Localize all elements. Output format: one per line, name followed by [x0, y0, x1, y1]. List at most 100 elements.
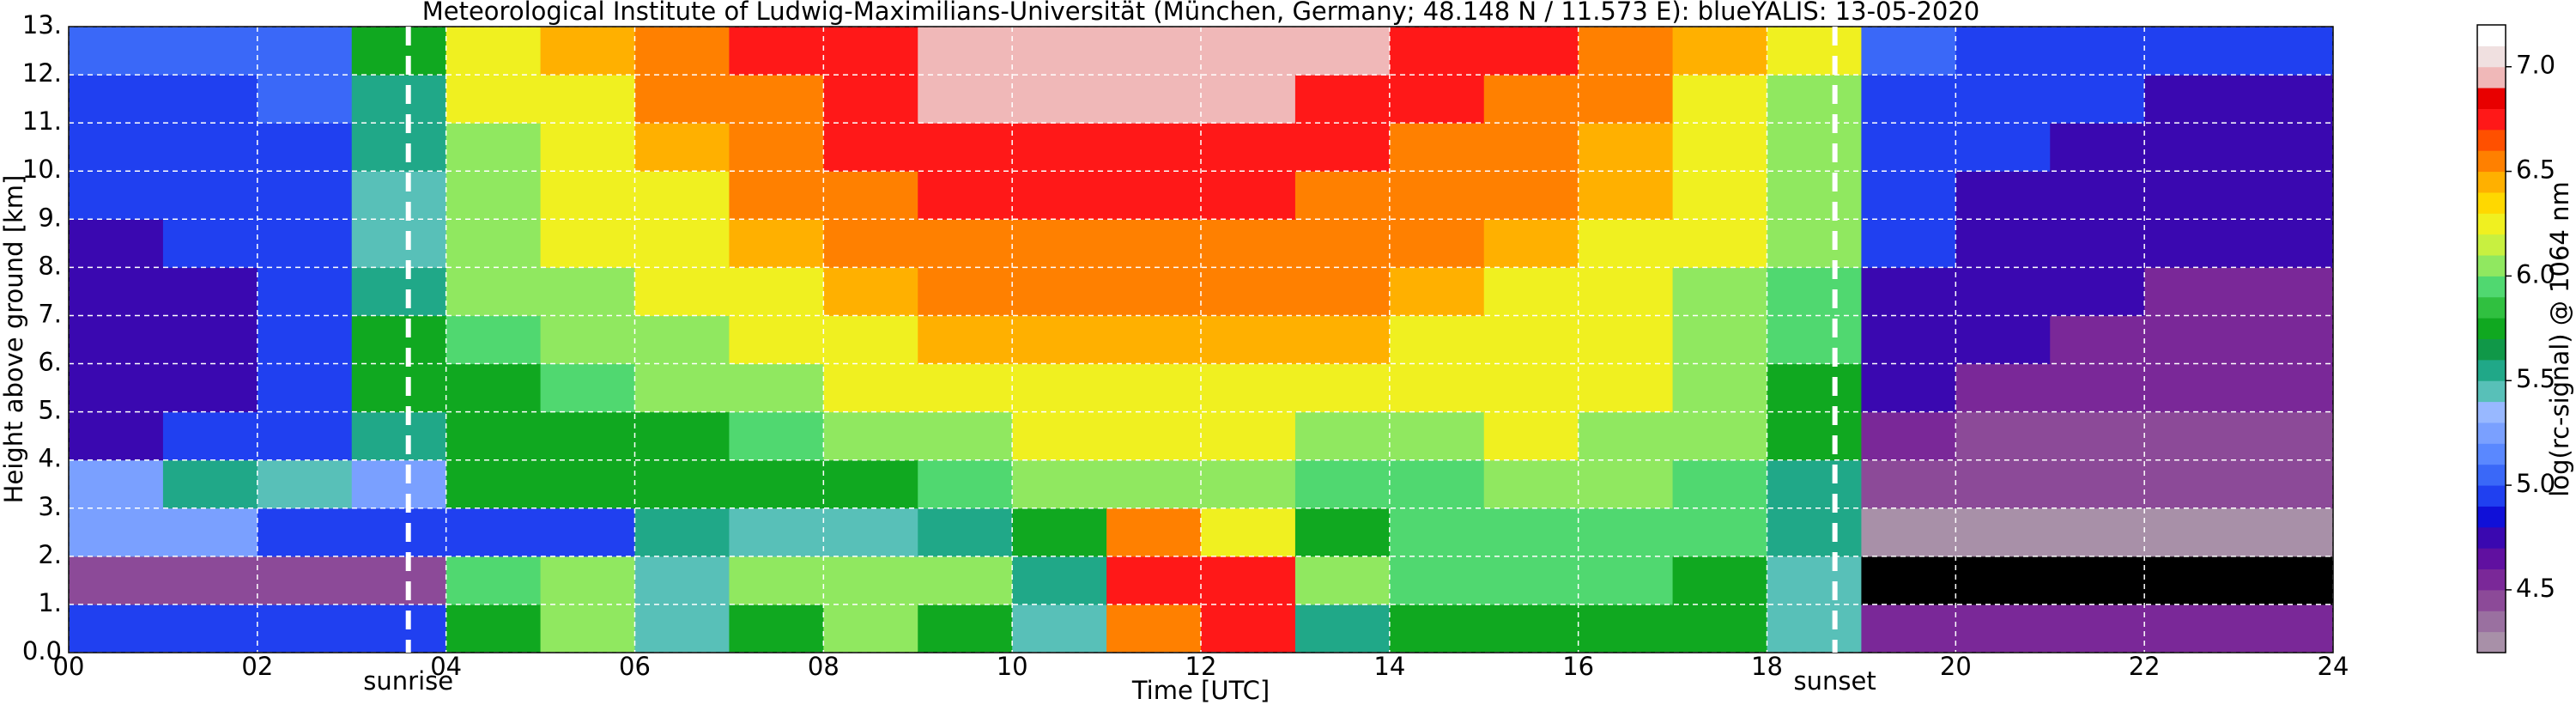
- heatmap-cell: [351, 556, 447, 605]
- heatmap-cell: [1578, 267, 1674, 316]
- heatmap-cell: [1389, 27, 1485, 76]
- heatmap-cell: [1012, 556, 1107, 605]
- heatmap-cell: [1012, 315, 1107, 365]
- x-axis-label: Time [UTC]: [1131, 676, 1270, 705]
- heatmap-cell: [729, 604, 824, 653]
- heatmap-cell: [1106, 315, 1202, 365]
- heatmap-cell: [1201, 75, 1296, 124]
- heatmap-cell: [445, 411, 542, 461]
- heatmap-cell: [1578, 219, 1674, 268]
- colorbar-frame: [2476, 24, 2506, 653]
- heatmap-cell: [1578, 315, 1674, 365]
- heatmap-cell: [1012, 604, 1107, 653]
- heatmap-cell: [540, 556, 635, 605]
- heatmap-cell: [445, 459, 542, 509]
- heatmap-cell: [1672, 27, 1767, 76]
- x-tick-label: 20: [1940, 652, 1972, 681]
- heatmap-cell: [445, 363, 542, 413]
- heatmap-cell: [1294, 411, 1391, 461]
- x-tick-label: 24: [2318, 652, 2349, 681]
- heatmap-cell: [2144, 171, 2240, 220]
- heatmap-cell: [2144, 123, 2240, 172]
- heatmap-cell: [1483, 507, 1579, 557]
- heatmap-cell: [540, 315, 635, 365]
- x-tick-label: 08: [808, 652, 839, 681]
- heatmap-cell: [162, 171, 258, 220]
- heatmap-cell: [1672, 604, 1767, 653]
- colorbar-swatch: [2477, 380, 2506, 403]
- heatmap-cell: [729, 75, 824, 124]
- x-tick-label: 06: [619, 652, 651, 681]
- heatmap-cell: [445, 267, 542, 316]
- heatmap-cell: [445, 171, 542, 220]
- heatmap-cell: [1294, 171, 1391, 220]
- heatmap-cell: [162, 411, 258, 461]
- heatmap-cell: [1578, 507, 1674, 557]
- heatmap-cell: [162, 556, 258, 605]
- heatmap-cell: [1012, 219, 1107, 268]
- heatmap-cell: [1294, 363, 1391, 413]
- heatmap-cell: [1012, 75, 1107, 124]
- heatmap-cell: [445, 27, 542, 76]
- colorbar-swatch: [2477, 338, 2506, 361]
- heatmap-cell: [445, 604, 542, 653]
- heatmap-cell: [1389, 219, 1485, 268]
- heatmap-cell: [2050, 556, 2145, 605]
- heatmap-cell: [162, 75, 258, 124]
- heatmap-cell: [1861, 507, 1956, 557]
- heatmap-cell: [257, 604, 353, 653]
- heatmap-cell: [1389, 315, 1485, 365]
- heatmap-cell: [1955, 556, 2051, 605]
- heatmap-cell: [918, 267, 1013, 316]
- heatmap-cell: [729, 123, 824, 172]
- heatmap-cell: [1201, 171, 1296, 220]
- colorbar-swatch: [2477, 443, 2506, 465]
- heatmap-cell: [445, 123, 542, 172]
- heatmap-cell: [2050, 459, 2145, 509]
- heatmap-cell: [1767, 507, 1862, 557]
- y-tick-label: 0.0: [22, 636, 62, 665]
- heatmap-cell: [445, 556, 542, 605]
- heatmap-cell: [1861, 75, 1956, 124]
- heatmap-cell: [1389, 363, 1485, 413]
- heatmap-cell: [1672, 315, 1767, 365]
- heatmap-cell: [2144, 267, 2240, 316]
- heatmap-cell: [1201, 267, 1296, 316]
- heatmap-cell: [257, 315, 353, 365]
- heatmap-cell: [1012, 411, 1107, 461]
- heatmap-cell: [1578, 75, 1674, 124]
- heatmap-cell: [1955, 75, 2051, 124]
- colorbar-swatch: [2477, 276, 2506, 298]
- heatmap-cell: [1483, 75, 1579, 124]
- heatmap-cell: [1389, 267, 1485, 316]
- heatmap-cell: [1955, 171, 2051, 220]
- heatmap-cell: [1672, 75, 1767, 124]
- heatmap-cell: [2050, 315, 2145, 365]
- heatmap-cell: [2144, 75, 2240, 124]
- y-tick-label: 5.: [38, 396, 62, 425]
- colorbar-tick-label: 5.5: [2516, 364, 2555, 393]
- x-tick-label: 18: [1751, 652, 1783, 681]
- heatmap-cell: [257, 123, 353, 172]
- colorbar-label: log(rc-signal) @ 1064 nm: [2545, 181, 2574, 496]
- heatmap-cell: [1861, 171, 1956, 220]
- heatmap-cell: [351, 75, 447, 124]
- y-tick-label: 1.: [38, 588, 62, 617]
- heatmap-cell: [162, 219, 258, 268]
- heatmap-cell: [1767, 75, 1862, 124]
- heatmap-cell: [351, 27, 447, 76]
- heatmap-cell: [2239, 604, 2334, 653]
- heatmap-cell: [1294, 315, 1391, 365]
- heatmap-cell: [1294, 123, 1391, 172]
- heatmap-cell: [918, 459, 1013, 509]
- heatmap-cell: [1201, 315, 1296, 365]
- heatmap-cell: [634, 604, 730, 653]
- colorbar-swatch: [2477, 485, 2506, 507]
- heatmap-cell: [634, 556, 730, 605]
- heatmap-cell: [634, 171, 730, 220]
- heatmap-cell: [162, 363, 258, 413]
- heatmap-cell: [162, 604, 258, 653]
- heatmap-cell: [823, 556, 918, 605]
- heatmap-cell: [257, 556, 353, 605]
- heatmap-cell: [1483, 459, 1579, 509]
